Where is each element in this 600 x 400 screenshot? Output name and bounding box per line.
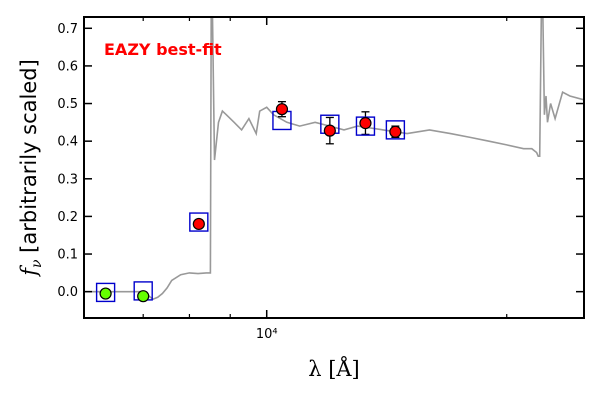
eazy-annotation: EAZY best-fit [104,40,222,59]
y-tick-label: 0.4 [57,135,78,150]
axis-ticks: 0.0 0.1 0.2 0.3 0.4 0.5 0.6 0.7 10⁴ [57,17,584,342]
detection-point [323,124,336,137]
y-label-text: [arbitrarily scaled] [17,59,41,259]
model-spectrum-line [84,17,584,301]
model-photometry-box [189,212,209,232]
y-tick-label: 0.5 [57,97,78,112]
x-axis-label: λ [Å] [308,356,360,381]
non-detection-point [137,290,150,303]
x-tick-label: 10⁴ [256,327,278,342]
model-photometry-box [385,120,406,140]
y-tick-label: 0.6 [57,59,78,74]
model-photometry-layer [95,110,406,303]
y-tick-label: 0.2 [57,210,78,225]
detection-point [275,103,289,116]
detection-point [192,217,205,231]
detection-point [389,125,402,138]
y-axis-label: fν [arbitrarily scaled] [17,59,45,278]
detection-point [359,117,372,130]
y-label-symbol: f [17,265,41,278]
y-tick-label: 0.7 [57,22,78,37]
y-label-subscript: ν [29,259,45,268]
non-detection-point [99,287,112,300]
y-tick-label: 0.0 [57,285,78,300]
model-photometry-box [95,282,116,303]
y-tick-label: 0.3 [57,172,78,187]
plot-frame [83,16,585,319]
y-tick-label: 0.1 [57,248,78,263]
observed-photometry-layer [99,103,402,303]
model-spectrum-layer [84,17,584,301]
